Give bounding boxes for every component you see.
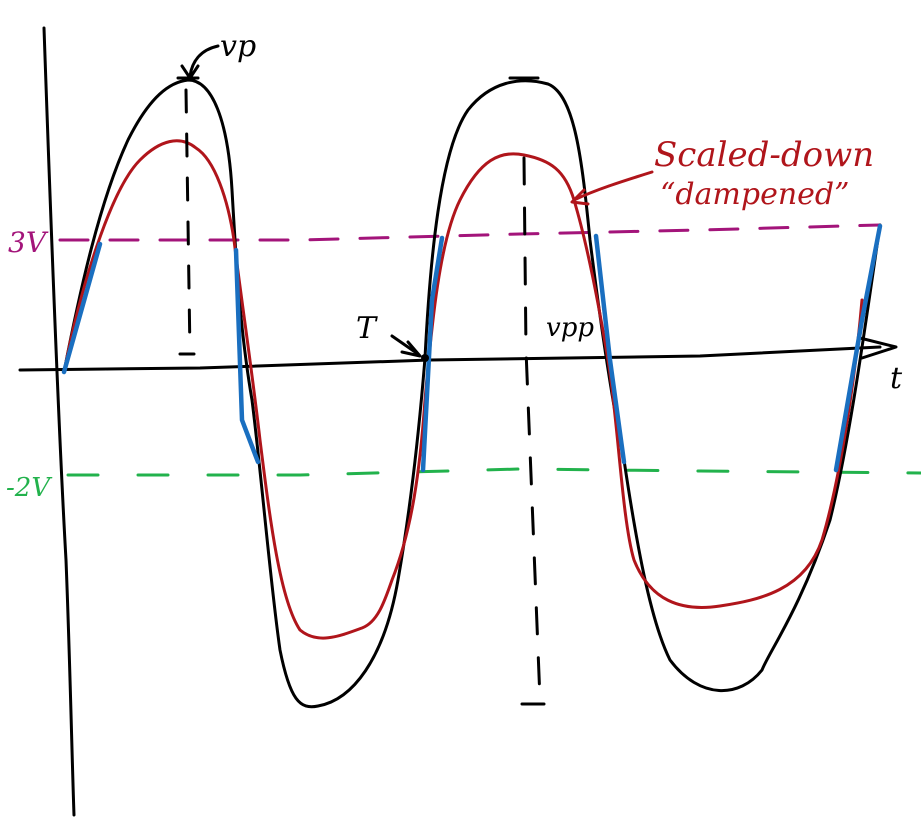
vpp-label: vpp bbox=[546, 313, 594, 343]
scaled-down-waveform bbox=[62, 139, 864, 640]
t-axis bbox=[18, 345, 882, 372]
vp-label: vp bbox=[220, 29, 256, 64]
clipped-segment bbox=[420, 235, 445, 473]
annotation-arrow bbox=[572, 170, 654, 202]
upper-level-label: 3V bbox=[8, 226, 49, 259]
clipped-segment bbox=[833, 223, 883, 473]
period-arrowhead bbox=[400, 340, 422, 358]
lower-level-label: -2V bbox=[6, 473, 52, 503]
annotation-arrowhead bbox=[570, 188, 590, 206]
vp-arrowhead bbox=[180, 64, 200, 80]
peak-vertical-dashed-1 bbox=[184, 88, 192, 356]
vp-arrow bbox=[188, 44, 220, 78]
t-axis-label: t bbox=[890, 361, 903, 396]
period-point bbox=[421, 354, 429, 362]
clipped-segment bbox=[233, 247, 261, 465]
vpp-vertical-dashed bbox=[522, 156, 542, 702]
annotation-line-1: Scaled-down bbox=[654, 135, 874, 175]
upper-threshold-line bbox=[58, 223, 882, 242]
lower-threshold-line bbox=[66, 467, 921, 477]
period-label: T bbox=[356, 311, 378, 346]
clipped-segment bbox=[593, 233, 627, 465]
clipped-segments bbox=[61, 223, 883, 473]
annotation-line-2: “dampened” bbox=[660, 177, 849, 212]
clipped-segment bbox=[61, 241, 103, 375]
period-arrow bbox=[390, 334, 420, 356]
y-axis bbox=[42, 26, 76, 817]
original-waveform bbox=[62, 78, 882, 709]
t-axis-arrowhead bbox=[858, 336, 898, 360]
